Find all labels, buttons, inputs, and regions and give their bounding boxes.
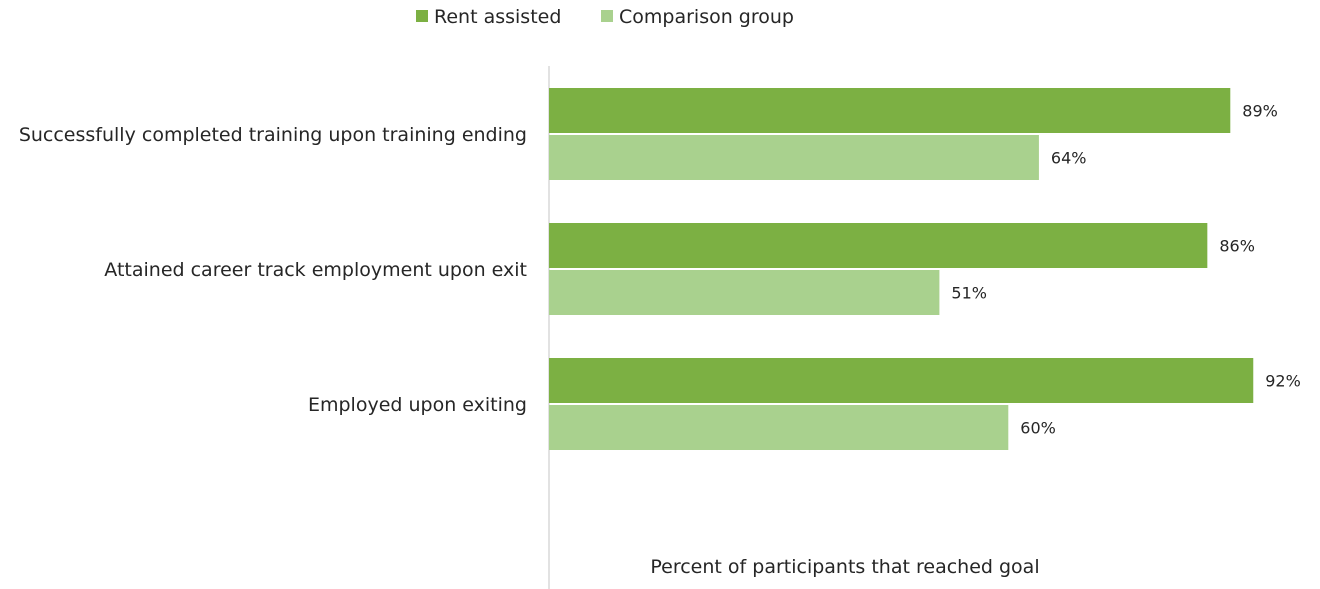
legend-label-rent-assisted: Rent assisted [434, 6, 561, 28]
legend: Rent assisted Comparison group [416, 6, 794, 28]
category-label: Attained career track employment upon ex… [104, 259, 527, 281]
category-label: Successfully completed training upon tra… [19, 124, 527, 146]
bar-rent-assisted [549, 88, 1231, 133]
data-label: 89% [1242, 102, 1278, 121]
bar-rent-assisted [549, 223, 1208, 268]
bar-comparison-group [549, 270, 940, 315]
data-label: 60% [1020, 419, 1056, 438]
data-label: 51% [951, 284, 987, 303]
x-axis-title: Percent of participants that reached goa… [650, 556, 1039, 578]
data-label: 64% [1051, 149, 1087, 168]
bar-rent-assisted [549, 358, 1254, 403]
bars [549, 88, 1254, 450]
value-labels: 89% 64% 86% 51% 92% 60% [951, 102, 1300, 438]
legend-swatch-comparison-group [601, 10, 613, 22]
data-label: 86% [1219, 237, 1255, 256]
legend-label-comparison-group: Comparison group [619, 6, 794, 28]
bar-comparison-group [549, 405, 1009, 450]
data-label: 92% [1265, 372, 1301, 391]
legend-swatch-rent-assisted [416, 10, 428, 22]
category-label: Employed upon exiting [308, 394, 527, 416]
bar-comparison-group [549, 135, 1039, 180]
category-labels: Successfully completed training upon tra… [19, 124, 527, 416]
